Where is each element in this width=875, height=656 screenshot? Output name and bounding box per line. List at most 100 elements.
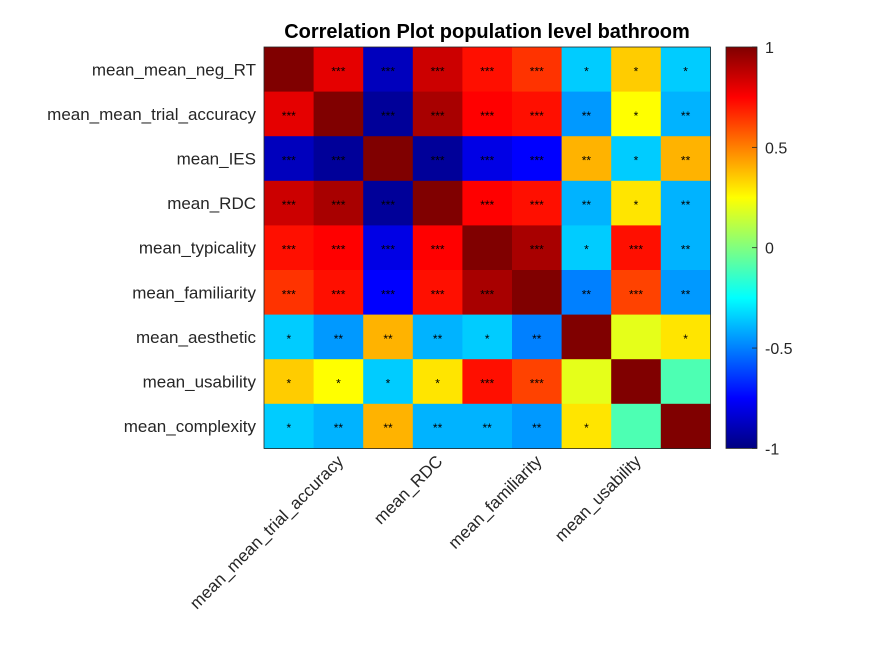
heatmap-cell	[264, 225, 315, 271]
significance-label: **	[681, 243, 691, 257]
significance-label: ***	[480, 287, 494, 301]
significance-label: ***	[282, 287, 296, 301]
significance-label: *	[634, 109, 639, 123]
significance-label: *	[683, 64, 688, 78]
significance-label: ***	[629, 287, 643, 301]
significance-label: **	[383, 421, 393, 435]
y-tick-label: mean_mean_neg_RT	[92, 60, 256, 79]
heatmap-cell	[412, 314, 463, 360]
heatmap-cell	[363, 225, 414, 271]
heatmap-cell	[264, 180, 315, 226]
heatmap-cell	[264, 270, 315, 316]
y-tick-label: mean_aesthetic	[136, 328, 257, 347]
y-tick-label: mean_familiarity	[132, 283, 256, 302]
significance-label: ***	[331, 64, 345, 78]
heatmap-cell	[264, 359, 315, 405]
significance-label: *	[435, 377, 440, 391]
heatmap-cell	[561, 91, 612, 137]
colorbar-tick-label: 0.5	[765, 140, 787, 157]
significance-label: *	[634, 198, 639, 212]
heatmap-cell	[462, 403, 513, 449]
heatmap-cell	[611, 270, 662, 316]
heatmap-cell	[512, 314, 563, 360]
significance-label: **	[582, 109, 592, 123]
colorbar: 1 0.5 0 -0.5 -1	[725, 40, 793, 458]
heatmap-cell	[660, 225, 711, 271]
significance-label: **	[433, 332, 443, 346]
significance-label: ***	[530, 377, 544, 391]
heatmap-cell	[561, 136, 612, 182]
heatmap-cell	[412, 359, 463, 405]
heatmap-cell	[512, 403, 563, 449]
significance-label: ***	[480, 198, 494, 212]
heatmap-cell	[660, 47, 711, 93]
y-tick-label: mean_RDC	[167, 194, 256, 213]
x-tick-label: mean_familiarity	[445, 451, 546, 552]
significance-label: ***	[530, 198, 544, 212]
heatmap-cell	[611, 47, 662, 93]
heatmap-cell	[611, 403, 662, 449]
heatmap-border	[263, 46, 711, 449]
significance-label: *	[584, 421, 589, 435]
heatmap-cell	[462, 314, 513, 360]
significance-label: **	[681, 154, 691, 168]
significance-label: ***	[480, 377, 494, 391]
heatmap-cell	[561, 403, 612, 449]
significance-label: *	[336, 377, 341, 391]
heatmap-cell	[561, 180, 612, 226]
significance-label: ***	[431, 243, 445, 257]
significance-label: ***	[381, 64, 395, 78]
heatmap-cell	[363, 180, 414, 226]
heatmap-cell	[313, 403, 364, 449]
colorbar-tick-label: -1	[765, 441, 779, 458]
significance-label: ***	[282, 198, 296, 212]
significance-label: ***	[331, 243, 345, 257]
significance-label: *	[286, 377, 291, 391]
significance-label: ***	[480, 64, 494, 78]
colorbar-tick-label: -0.5	[765, 341, 793, 358]
significance-label: *	[634, 154, 639, 168]
significance-label: ***	[331, 198, 345, 212]
heatmap-cell	[660, 180, 711, 226]
significance-label: ***	[381, 198, 395, 212]
x-tick-label: mean_RDC	[370, 452, 446, 528]
significance-label: ***	[331, 287, 345, 301]
heatmap-cell	[462, 47, 513, 93]
significance-label: *	[485, 332, 490, 346]
significance-label: ***	[431, 154, 445, 168]
colorbar-gradient	[725, 46, 758, 449]
heatmap-cell	[313, 359, 364, 405]
heatmap-cell	[512, 47, 563, 93]
heatmap-cell	[313, 180, 364, 226]
x-tick-label: mean_usability	[551, 451, 645, 545]
significance-label: ***	[530, 109, 544, 123]
significance-label: ***	[381, 243, 395, 257]
chart-title: Correlation Plot population level bathro…	[284, 21, 690, 43]
significance-label: ***	[480, 154, 494, 168]
heatmap-cell	[611, 180, 662, 226]
significance-label: ***	[282, 109, 296, 123]
x-tick-label: mean_mean_trial_accuracy	[186, 451, 347, 612]
heatmap-cell	[412, 403, 463, 449]
heatmap-cell	[363, 91, 414, 137]
significance-label: **	[334, 421, 344, 435]
heatmap-cell	[561, 359, 612, 405]
y-tick-label: mean_IES	[177, 150, 256, 169]
heatmap-cell	[412, 136, 463, 182]
heatmap-cell	[363, 403, 414, 449]
heatmap-cell	[462, 225, 513, 271]
heatmap-cell	[363, 270, 414, 316]
significance-label: ***	[530, 154, 544, 168]
significance-label: **	[532, 332, 542, 346]
heatmap-cell	[611, 225, 662, 271]
heatmap-cell	[611, 359, 662, 405]
heatmap-cell	[611, 314, 662, 360]
heatmap-cell	[313, 91, 364, 137]
heatmap-cell	[611, 91, 662, 137]
significance-label: ***	[381, 109, 395, 123]
significance-label: ***	[480, 109, 494, 123]
heatmap-cell	[264, 403, 315, 449]
significance-label: ***	[282, 243, 296, 257]
heatmap-cell	[660, 314, 711, 360]
